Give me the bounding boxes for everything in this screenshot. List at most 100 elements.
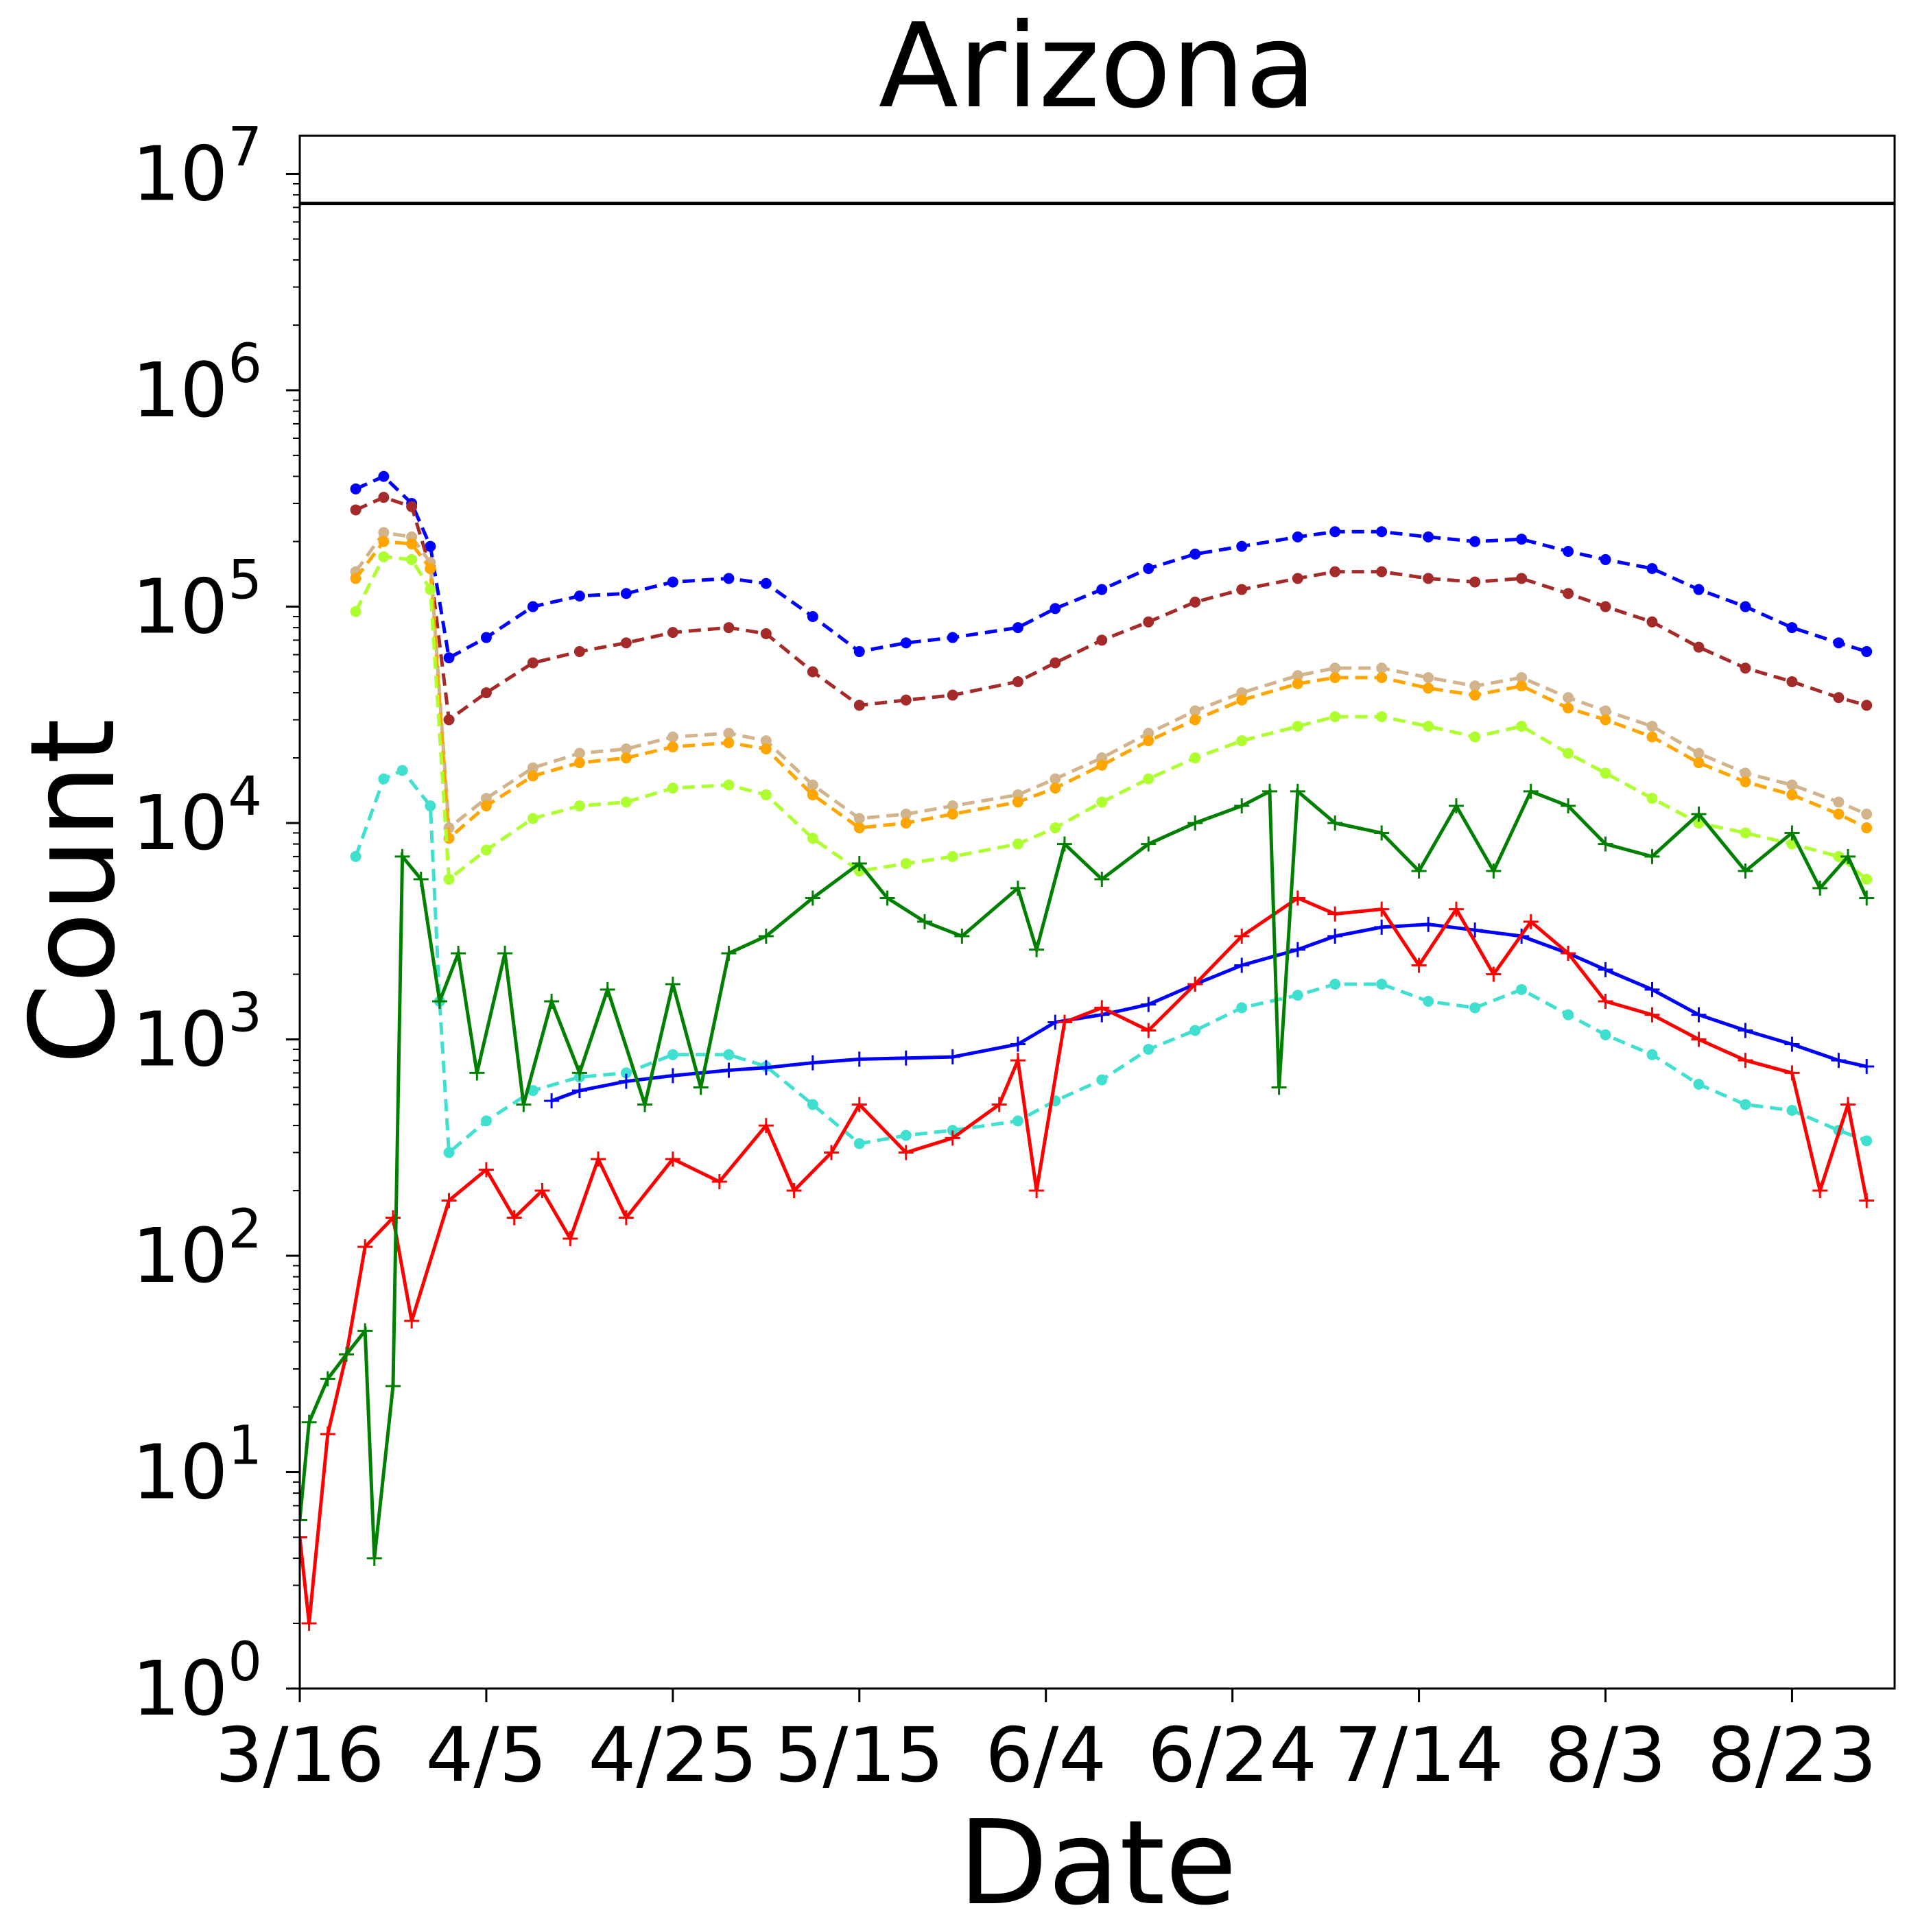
data-point xyxy=(320,1426,335,1442)
data-point xyxy=(1740,827,1751,839)
x-axis-label: Date xyxy=(958,1796,1237,1931)
data-point xyxy=(1376,566,1388,577)
data-point xyxy=(760,577,772,589)
data-point xyxy=(366,1551,382,1566)
data-point xyxy=(1600,553,1611,565)
data-point xyxy=(900,818,912,829)
data-point xyxy=(1189,714,1201,726)
data-point xyxy=(338,1346,354,1362)
series-5-line xyxy=(354,555,1868,883)
data-point xyxy=(898,1145,914,1160)
data-point xyxy=(534,1183,550,1199)
data-point xyxy=(1812,1183,1828,1199)
data-point xyxy=(1376,671,1388,683)
data-point xyxy=(1010,1036,1026,1052)
data-point xyxy=(805,1055,820,1071)
data-point xyxy=(900,694,912,706)
data-point xyxy=(516,1097,532,1112)
x-tick-label: 5/15 xyxy=(774,1711,944,1799)
data-point xyxy=(1143,1043,1154,1055)
data-point xyxy=(760,789,772,800)
data-point xyxy=(723,1049,735,1060)
data-point xyxy=(378,470,390,482)
data-point xyxy=(1784,1065,1800,1081)
data-point xyxy=(480,800,492,812)
data-point xyxy=(1448,798,1464,814)
y-axis-ticks: 100 101 102 103 104 105 106 107 xyxy=(132,117,300,1732)
series-4-line xyxy=(354,539,1868,842)
data-point xyxy=(1010,881,1026,896)
data-point xyxy=(300,1512,307,1528)
series-6-line xyxy=(354,768,1868,1156)
series-4 xyxy=(350,536,1873,844)
data-point xyxy=(301,1414,317,1430)
data-point xyxy=(1786,676,1798,687)
data-point xyxy=(853,813,865,824)
data-point xyxy=(1833,796,1845,808)
data-point xyxy=(1329,663,1341,674)
data-point xyxy=(1693,584,1705,595)
data-point xyxy=(807,610,818,622)
series-7-line xyxy=(551,922,1867,1103)
data-point xyxy=(1786,622,1798,634)
data-point xyxy=(665,976,680,992)
data-point xyxy=(443,714,455,726)
data-point xyxy=(1861,822,1873,834)
y-tick-label: 106 xyxy=(132,333,262,434)
series-3-line xyxy=(354,530,1868,831)
data-point xyxy=(1329,711,1341,723)
data-point xyxy=(441,1193,457,1208)
data-point xyxy=(404,1313,420,1328)
data-point xyxy=(544,1093,560,1109)
data-point xyxy=(1563,546,1574,558)
data-point xyxy=(1486,966,1502,982)
data-point xyxy=(1187,976,1203,992)
data-point xyxy=(443,873,455,885)
x-tick-label: 7/14 xyxy=(1334,1711,1504,1799)
data-point xyxy=(1644,848,1660,864)
data-point xyxy=(1143,562,1154,574)
data-point xyxy=(1189,596,1201,608)
data-point xyxy=(350,483,362,494)
data-point xyxy=(425,800,436,812)
data-point xyxy=(758,1060,774,1075)
data-point xyxy=(1859,1058,1875,1074)
data-point xyxy=(954,929,970,944)
data-point xyxy=(1056,1014,1072,1030)
data-point xyxy=(1646,793,1658,804)
data-point xyxy=(1050,657,1061,669)
data-point xyxy=(620,588,632,599)
data-point xyxy=(1423,531,1434,542)
data-point xyxy=(1598,962,1613,977)
data-point xyxy=(620,743,632,754)
data-point xyxy=(620,637,632,649)
y-axis-label: Count xyxy=(5,719,141,1065)
data-point xyxy=(527,601,538,612)
data-point xyxy=(443,1147,455,1158)
series-8 xyxy=(300,890,1875,1632)
data-point xyxy=(900,637,912,649)
data-point xyxy=(1096,796,1108,808)
data-point xyxy=(1469,536,1481,547)
data-point xyxy=(851,1051,867,1067)
data-point xyxy=(851,856,867,872)
y-tick-label: 101 xyxy=(132,1416,262,1516)
data-point xyxy=(1292,573,1303,584)
data-point xyxy=(947,800,958,812)
data-point xyxy=(1327,906,1343,922)
data-point xyxy=(1141,836,1157,852)
data-point xyxy=(1187,815,1203,831)
series-9-line xyxy=(300,787,1869,1559)
data-point xyxy=(1056,836,1072,852)
data-point xyxy=(1421,916,1436,932)
data-point xyxy=(1740,776,1751,787)
data-point xyxy=(1644,1007,1660,1023)
data-point xyxy=(406,538,418,550)
data-point xyxy=(1234,957,1250,973)
data-point xyxy=(1600,714,1611,726)
data-point xyxy=(1516,573,1528,584)
data-point xyxy=(1012,796,1023,808)
data-point xyxy=(1012,622,1023,634)
data-point xyxy=(1563,1009,1574,1021)
